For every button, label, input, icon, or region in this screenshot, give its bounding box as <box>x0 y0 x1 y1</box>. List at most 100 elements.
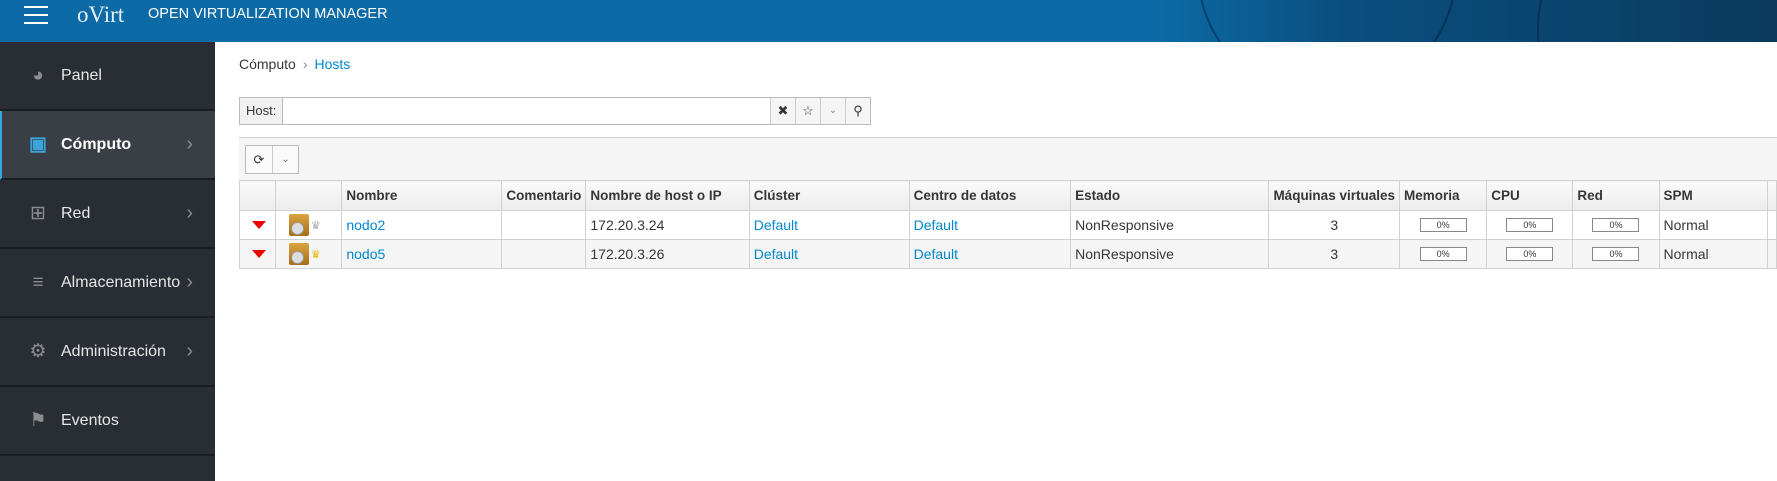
table-toolbar: ⟳ ⌄ <box>239 137 1777 180</box>
search-bar: Host: ✖ ☆ ⌄ ⚲ <box>239 97 871 125</box>
host-name-link[interactable]: nodo2 <box>346 217 386 233</box>
column-header[interactable]: CPU <box>1486 180 1574 211</box>
network-usage-bar: 0% <box>1592 247 1640 261</box>
table-row[interactable]: ♛ nodo5 172.20.3.26 Default Default NonR… <box>239 239 1777 269</box>
column-header[interactable] <box>274 180 343 211</box>
host-ip-cell: 172.20.3.26 <box>585 239 750 269</box>
cpu-usage-bar: 0% <box>1506 218 1554 232</box>
refresh-interval-dropdown[interactable]: ⌄ <box>272 146 298 173</box>
breadcrumb-parent[interactable]: Cómputo <box>239 56 296 72</box>
column-header[interactable]: Máquinas virtuales <box>1268 180 1400 211</box>
cpu-icon: ▣ <box>29 133 47 155</box>
extra-cell <box>1766 239 1777 269</box>
sidebar: ◕ Panel ▣ Cómputo › ⊞ Red › ≡ Almacenamiento › ⚙ Adm… <box>0 42 215 481</box>
top-header: oVirt OPEN VIRTUALIZATION MANAGER <box>0 0 1777 42</box>
hosts-table: Nombre Comentario Nombre de host o IP Clúst… <box>239 180 1777 269</box>
chevron-right-icon: › <box>186 271 193 293</box>
refresh-button-group: ⟳ ⌄ <box>245 145 299 174</box>
sidebar-item-label: Eventos <box>61 411 119 429</box>
breadcrumb: Cómputo › Hosts <box>239 56 350 72</box>
host-ip-cell: 172.20.3.24 <box>585 210 750 240</box>
refresh-icon: ⟳ <box>253 152 265 167</box>
status-cell <box>239 239 276 269</box>
chevron-down-icon: ⌄ <box>828 105 838 116</box>
column-header[interactable]: Comentario <box>501 180 587 211</box>
search-history-dropdown[interactable]: ⌄ <box>820 98 845 124</box>
gear-icon: ⚙ <box>29 340 47 362</box>
column-header[interactable]: Nombre de host o IP <box>585 180 750 211</box>
clear-search-button[interactable]: ✖ <box>770 98 795 124</box>
search-button[interactable]: ⚲ <box>845 98 870 124</box>
status-down-icon <box>252 250 266 258</box>
cluster-link[interactable]: Default <box>753 246 799 262</box>
column-header[interactable]: Estado <box>1070 180 1270 211</box>
search-input[interactable] <box>283 98 770 124</box>
host-name-link[interactable]: nodo5 <box>346 246 386 262</box>
sidebar-item-almacenamiento[interactable]: ≡ Almacenamiento › <box>0 249 215 318</box>
column-header[interactable] <box>1766 180 1777 211</box>
chevron-right-icon: › <box>186 133 193 155</box>
cpu-usage-bar: 0% <box>1506 247 1554 261</box>
status-cell: NonResponsive <box>1070 210 1270 240</box>
comment-cell <box>501 210 587 240</box>
chevron-right-icon: › <box>186 202 193 224</box>
table-row[interactable]: ♛ nodo2 172.20.3.24 Default Default NonR… <box>239 210 1777 240</box>
spm-cell: Normal <box>1658 239 1768 269</box>
sidebar-item-label: Panel <box>61 66 102 84</box>
host-icon <box>288 243 309 265</box>
header-decoration-circle <box>1537 0 1777 42</box>
sidebar-item-label: Administración <box>61 342 166 360</box>
sidebar-item-panel[interactable]: ◕ Panel <box>0 42 215 111</box>
type-cell: ♛ <box>274 210 343 240</box>
search-icon: ⚲ <box>853 103 863 118</box>
app-title: OPEN VIRTUALIZATION MANAGER <box>148 6 388 22</box>
sidebar-item-label: Almacenamiento <box>61 273 181 291</box>
sidebar-item-computo[interactable]: ▣ Cómputo › <box>0 111 215 180</box>
database-icon: ≡ <box>32 271 44 293</box>
refresh-button[interactable]: ⟳ <box>246 146 272 173</box>
brand-logo: oVirt <box>77 2 125 27</box>
menu-toggle-button[interactable] <box>24 6 48 24</box>
spm-crown-icon: ♛ <box>310 248 321 261</box>
breadcrumb-current: Hosts <box>314 56 351 72</box>
host-icon <box>288 214 309 236</box>
network-icon: ⊞ <box>30 202 46 224</box>
type-cell: ♛ <box>274 239 343 269</box>
sidebar-item-administracion[interactable]: ⚙ Administración › <box>0 318 215 387</box>
extra-cell <box>1766 210 1777 240</box>
chevron-right-icon: › <box>186 340 193 362</box>
datacenter-link[interactable]: Default <box>913 246 958 262</box>
network-usage-bar: 0% <box>1592 218 1640 232</box>
spm-crown-icon: ♛ <box>310 219 321 232</box>
sidebar-item-label: Cómputo <box>61 135 132 153</box>
column-header[interactable]: Centro de datos <box>908 180 1072 211</box>
header-decoration-circle <box>1197 0 1457 42</box>
vms-cell: 3 <box>1268 239 1400 269</box>
datacenter-link[interactable]: Default <box>913 217 958 233</box>
chevron-down-icon: ⌄ <box>281 154 290 165</box>
star-icon: ☆ <box>802 103 814 118</box>
sidebar-item-red[interactable]: ⊞ Red › <box>0 180 215 249</box>
status-down-icon <box>252 221 266 229</box>
comment-cell <box>501 239 587 269</box>
sidebar-item-label: Red <box>61 204 91 222</box>
breadcrumb-separator-icon: › <box>302 56 308 72</box>
status-cell <box>239 210 276 240</box>
close-icon: ✖ <box>777 103 789 118</box>
bookmark-button[interactable]: ☆ <box>795 98 820 124</box>
column-header[interactable]: SPM <box>1658 180 1768 211</box>
status-cell: NonResponsive <box>1070 239 1270 269</box>
column-header[interactable]: Nombre <box>341 180 503 211</box>
column-header[interactable]: Memoria <box>1398 180 1488 211</box>
flag-icon: ⚑ <box>29 409 47 431</box>
column-header[interactable]: Clúster <box>748 180 910 211</box>
vms-cell: 3 <box>1268 210 1400 240</box>
column-header[interactable] <box>239 180 276 211</box>
memory-usage-bar: 0% <box>1419 218 1467 232</box>
column-header[interactable]: Red <box>1572 180 1660 211</box>
search-label: Host: <box>240 98 284 124</box>
sidebar-item-eventos[interactable]: ⚑ Eventos <box>0 387 215 456</box>
spm-cell: Normal <box>1658 210 1768 240</box>
dashboard-icon: ◕ <box>32 64 44 86</box>
cluster-link[interactable]: Default <box>753 217 799 233</box>
